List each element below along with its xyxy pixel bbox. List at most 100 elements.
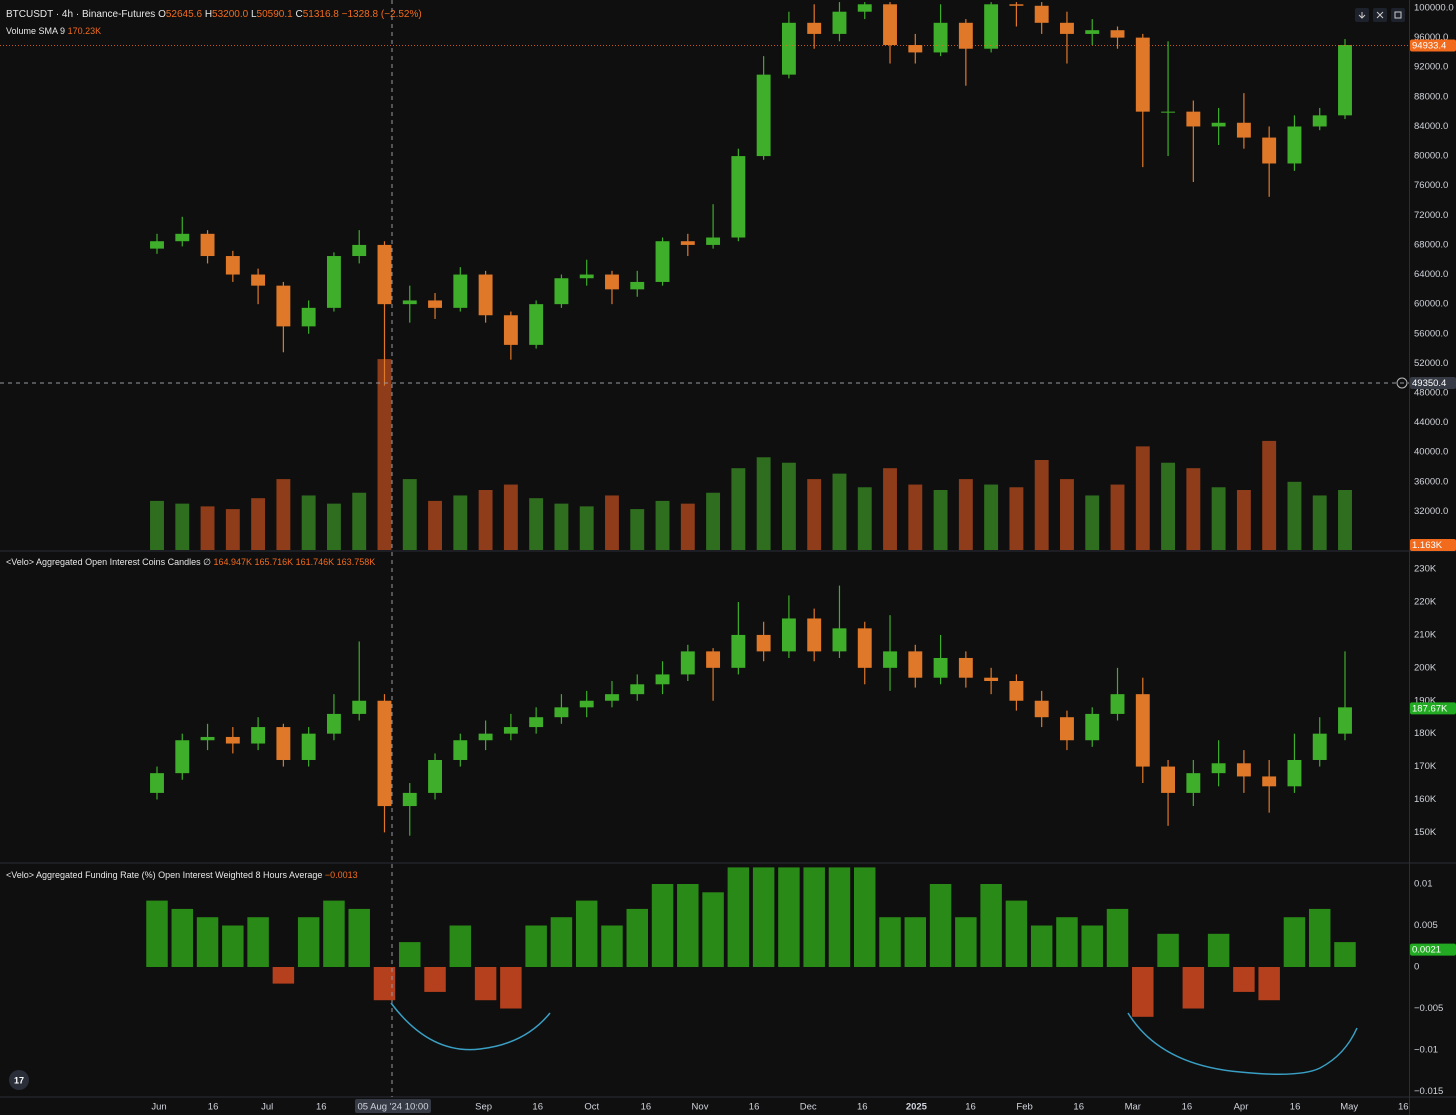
volume-bar <box>984 484 999 550</box>
x-tick-label: Jul <box>261 1102 273 1113</box>
y-tick-label: 44000.0 <box>1414 417 1448 428</box>
candle-body <box>1211 122 1226 127</box>
candle-body <box>605 694 619 701</box>
y-tick-label: 230K <box>1414 564 1437 575</box>
y-tick-label: 60000.0 <box>1414 299 1448 310</box>
candle-body <box>605 274 619 290</box>
x-tick-label: Oct <box>584 1102 599 1113</box>
funding-bar <box>171 908 194 968</box>
candle-body <box>1338 707 1352 734</box>
last-value-tag <box>1410 377 1456 390</box>
y-tick-label: 88000.0 <box>1414 91 1448 102</box>
funding-bar <box>651 884 674 968</box>
funding-bar <box>399 942 421 968</box>
candle-body <box>326 256 341 308</box>
candle-body <box>908 45 923 53</box>
candle-body <box>958 657 973 678</box>
candle-body <box>428 300 442 308</box>
candle-body <box>200 233 215 257</box>
crosshair-time-tag <box>355 1099 431 1113</box>
candle-body <box>807 618 822 652</box>
funding-bar <box>373 967 396 1001</box>
candle-body <box>150 241 164 249</box>
volume-bar <box>579 506 594 550</box>
candle-body <box>554 278 569 305</box>
candle-body <box>175 740 190 774</box>
candle-body <box>680 241 695 245</box>
candle-body <box>832 11 847 34</box>
y-tick-label: 220K <box>1414 597 1437 608</box>
icon <box>1394 11 1402 19</box>
candle-body <box>1161 111 1176 113</box>
volume-bar <box>756 457 771 550</box>
ohlc-key: C <box>295 9 303 20</box>
x-tick-label: Apr <box>1234 1102 1249 1113</box>
y-tick-label: 76000.0 <box>1414 180 1448 191</box>
toolbar[interactable] <box>1355 8 1405 22</box>
candle-body <box>1236 122 1251 138</box>
y-tick-label: 210K <box>1414 629 1437 640</box>
candle-body <box>630 281 645 290</box>
volume-bar <box>630 509 645 550</box>
volume-bar <box>1236 490 1251 550</box>
last-value-tag <box>1410 39 1456 52</box>
oi-value: 165.716K <box>254 557 294 567</box>
funding-bar <box>297 917 320 968</box>
funding-legend: <Velo> Aggregated Funding Rate (%) Open … <box>6 870 358 880</box>
volume-bar <box>453 495 468 550</box>
candle-body <box>1186 773 1201 793</box>
funding-bar <box>879 917 901 968</box>
annotation-curve <box>390 1002 551 1051</box>
funding-bar <box>1106 908 1129 968</box>
funding-bar <box>980 884 1002 968</box>
candle-body <box>680 651 695 675</box>
candle-body <box>276 285 291 327</box>
button[interactable] <box>1391 8 1405 22</box>
x-tick-label: Dec <box>800 1102 817 1113</box>
candle-body <box>529 717 544 728</box>
candle-body <box>554 707 569 718</box>
candle-body <box>1262 137 1277 164</box>
candle-body <box>503 727 518 734</box>
candle-body <box>731 634 746 668</box>
logo-mark: 17 <box>14 1075 24 1085</box>
candle-body <box>301 733 316 760</box>
candle-body <box>529 304 544 345</box>
funding-bar <box>1005 900 1028 968</box>
candle-body <box>276 727 291 760</box>
funding-bar <box>778 867 800 968</box>
funding-bar <box>1157 933 1179 968</box>
volume-bar <box>933 490 948 550</box>
candle-body <box>1338 45 1352 116</box>
candle-body <box>1312 115 1327 127</box>
candle-body <box>428 759 442 793</box>
oi-legend: <Velo> Aggregated Open Interest Coins Ca… <box>6 557 376 567</box>
candle-body <box>1034 700 1049 718</box>
candle-body <box>984 677 999 681</box>
candle-body <box>402 792 417 807</box>
volume-bar <box>377 359 392 550</box>
funding-bar <box>854 867 876 968</box>
volume-bar <box>1211 487 1226 550</box>
candle-body <box>1034 5 1049 23</box>
volume-bar <box>1034 460 1049 550</box>
y-tick-label: 32000.0 <box>1414 506 1448 517</box>
crosshair-add-icon[interactable] <box>1396 377 1408 389</box>
candle-body <box>503 315 518 345</box>
volume-bar <box>402 479 417 550</box>
candle-body <box>1009 681 1024 701</box>
ohlc-value: 50590.1 <box>256 9 293 20</box>
x-tick-label: 16 <box>965 1102 976 1113</box>
funding-bar <box>323 900 345 968</box>
volume-bar <box>175 503 190 550</box>
oi-value: 164.947K <box>213 557 253 567</box>
candle-body <box>478 733 493 741</box>
volume-bar <box>150 500 164 550</box>
y-tick-label: 92000.0 <box>1414 62 1448 73</box>
candle-body <box>225 256 240 275</box>
last-value-label: 0.0021 <box>1412 945 1441 956</box>
candle-body <box>933 22 948 53</box>
logo[interactable] <box>9 1070 29 1090</box>
candle-body <box>251 727 266 744</box>
